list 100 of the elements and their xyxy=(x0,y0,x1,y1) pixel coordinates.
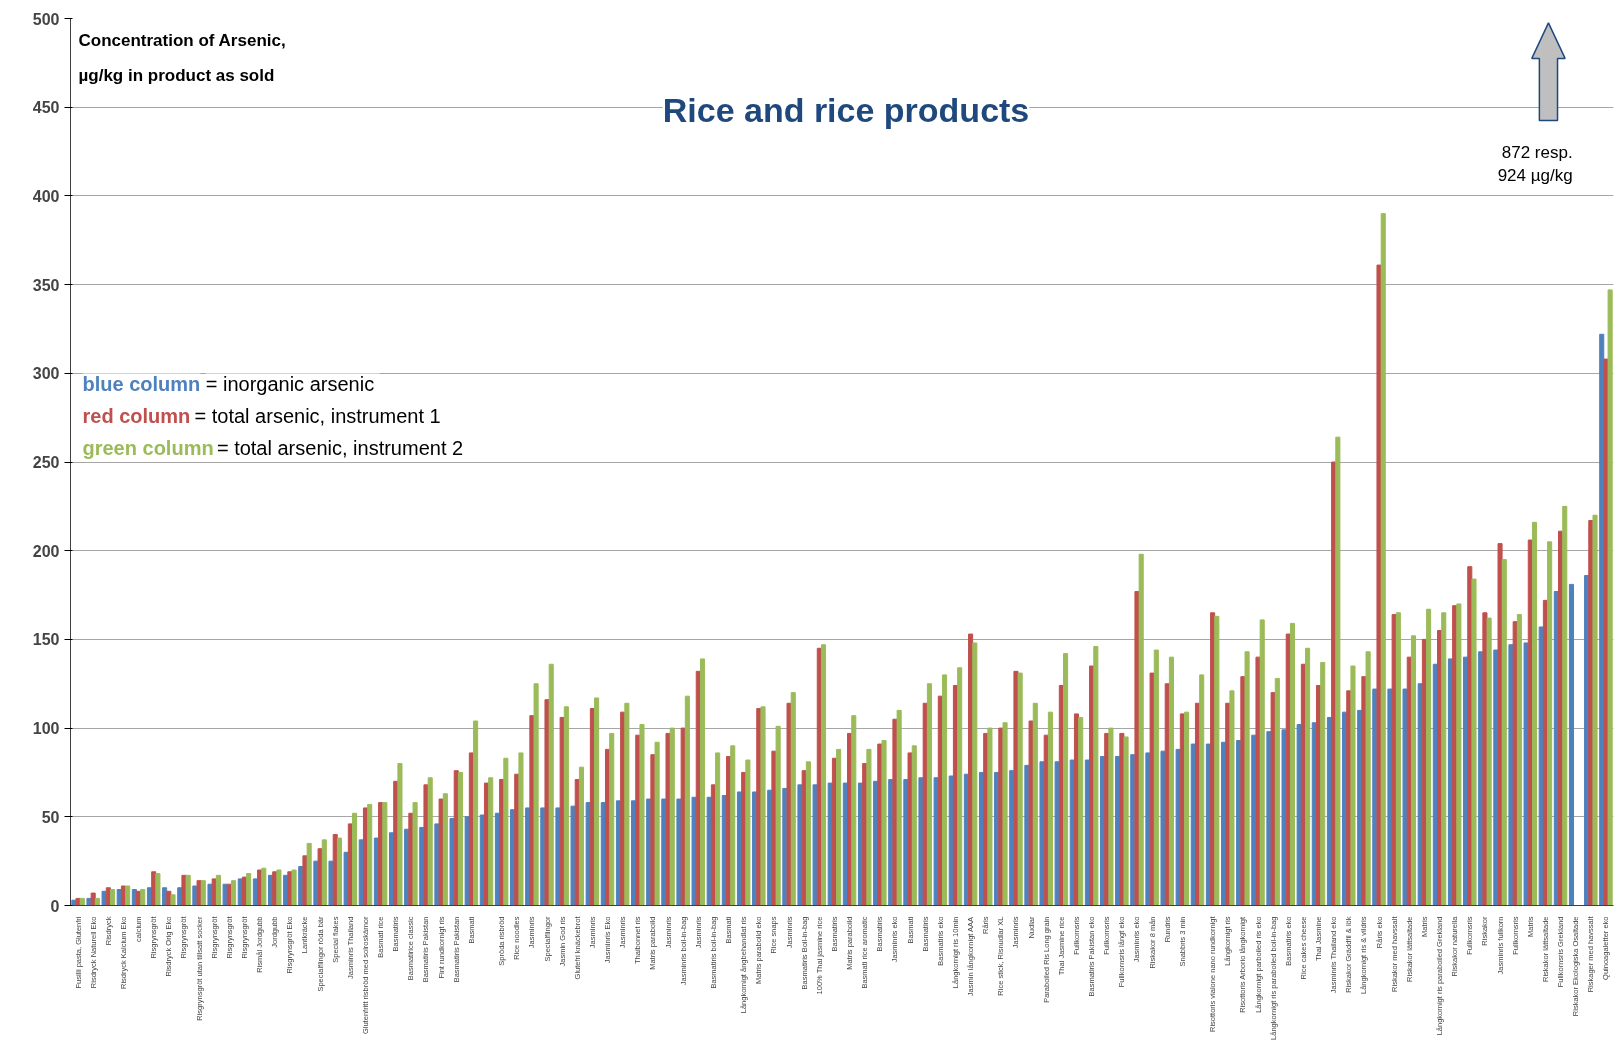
bar xyxy=(786,702,792,906)
bar xyxy=(1365,651,1371,906)
bar xyxy=(1168,656,1174,906)
bar xyxy=(669,727,675,906)
y-tick-label: 0 xyxy=(50,897,60,915)
bar xyxy=(907,752,913,906)
bar xyxy=(1607,289,1613,906)
y-tick-label: 350 xyxy=(32,276,60,294)
bar xyxy=(90,892,96,906)
bar xyxy=(367,803,373,906)
bar xyxy=(1160,750,1166,906)
bar xyxy=(881,740,887,906)
bar xyxy=(1512,621,1518,906)
bar xyxy=(518,752,524,906)
bar xyxy=(624,702,630,906)
bar xyxy=(1017,672,1023,906)
bar xyxy=(1305,647,1311,906)
bar xyxy=(1531,521,1538,906)
y-tick-label: 150 xyxy=(32,631,60,649)
bar xyxy=(1281,729,1287,906)
bar xyxy=(820,644,827,906)
bar xyxy=(464,816,470,906)
bar xyxy=(423,784,429,906)
bar xyxy=(654,741,660,906)
bar xyxy=(231,880,237,906)
bar xyxy=(691,796,697,906)
bar xyxy=(760,706,766,906)
bar xyxy=(1123,736,1129,906)
bar xyxy=(1175,748,1181,906)
bar xyxy=(1426,608,1432,906)
bar xyxy=(1471,578,1477,906)
annotation: 872 resp. 924 µg/kg xyxy=(1497,142,1573,186)
bar xyxy=(1259,619,1265,906)
bar xyxy=(1380,213,1386,906)
text: green column = total arsenic, instrument 2 xyxy=(82,437,464,460)
bar xyxy=(1320,661,1326,906)
bar xyxy=(488,777,494,906)
bar xyxy=(382,802,388,906)
bar xyxy=(1391,614,1397,906)
bar xyxy=(79,897,85,906)
bar xyxy=(261,867,267,906)
bar xyxy=(1078,716,1084,906)
bar xyxy=(1516,614,1522,906)
bar xyxy=(1568,583,1575,906)
bar xyxy=(1410,635,1417,906)
bar xyxy=(336,837,342,906)
bar xyxy=(1047,711,1053,906)
bar xyxy=(941,674,948,906)
bar xyxy=(503,757,509,906)
bar xyxy=(196,880,202,906)
bar xyxy=(352,812,358,906)
bar xyxy=(585,802,591,906)
bar xyxy=(1335,436,1341,906)
bar xyxy=(215,874,221,906)
bar xyxy=(1395,612,1401,906)
bar xyxy=(548,663,554,906)
bar xyxy=(812,784,818,906)
bar xyxy=(805,761,811,906)
y-tick-label: 500 xyxy=(32,10,60,28)
bar xyxy=(1402,688,1408,906)
bar xyxy=(140,889,146,906)
bar xyxy=(185,874,191,906)
bar xyxy=(1138,553,1144,906)
bar xyxy=(1501,559,1507,906)
bar xyxy=(397,763,403,906)
bar xyxy=(801,770,807,906)
bar xyxy=(328,860,334,906)
bar xyxy=(1002,722,1008,906)
y-tick-label: 300 xyxy=(32,365,60,383)
bar xyxy=(563,706,569,906)
bar xyxy=(1289,622,1296,906)
bar xyxy=(570,805,576,906)
bar xyxy=(1149,672,1155,906)
bar xyxy=(926,683,932,906)
bar xyxy=(1028,720,1034,906)
bar xyxy=(321,839,327,906)
y-tick-label: 100 xyxy=(32,720,60,738)
bar xyxy=(155,873,161,906)
bar xyxy=(473,720,479,906)
bar xyxy=(449,818,455,906)
text: red column = total arsenic, instrument 1 xyxy=(82,405,441,428)
text: Rice and rice products xyxy=(662,91,1030,130)
bar xyxy=(125,885,131,906)
bar xyxy=(246,873,252,906)
bar xyxy=(207,883,213,906)
bar xyxy=(665,732,671,906)
y-tick-label: 250 xyxy=(32,454,60,471)
bar xyxy=(1547,541,1553,906)
bar xyxy=(836,748,842,906)
bar xyxy=(306,842,312,906)
bar xyxy=(200,880,206,906)
bar xyxy=(1270,692,1276,906)
bar xyxy=(1032,702,1038,906)
bar xyxy=(1255,656,1261,906)
bar xyxy=(745,759,751,906)
bar xyxy=(1523,642,1529,906)
bar xyxy=(1093,646,1099,906)
bar xyxy=(918,777,924,906)
bar xyxy=(1441,612,1447,906)
bar xyxy=(442,793,448,906)
